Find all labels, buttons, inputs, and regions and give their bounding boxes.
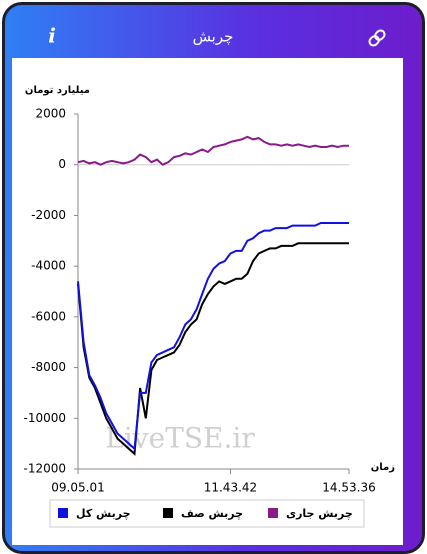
y-tick-label: 2000 — [35, 107, 66, 121]
x-tick-label: 14.53.36 — [322, 481, 375, 495]
content-panel — [12, 58, 403, 545]
header-title: چربش — [193, 28, 234, 46]
link-icon-part — [368, 35, 380, 47]
legend-label: چربش صف — [181, 507, 243, 520]
series-line — [77, 135, 349, 166]
legend-swatch — [58, 508, 68, 518]
legend-label: چربش جاری — [286, 507, 353, 520]
series-line — [77, 222, 349, 451]
y-tick-label: -8000 — [31, 360, 66, 374]
link-button[interactable] — [368, 29, 386, 47]
y-tick-label: -4000 — [31, 259, 66, 273]
x-axis-label: زمان — [371, 462, 395, 473]
legend-box — [49, 499, 365, 528]
y-tick-label: -6000 — [31, 309, 66, 323]
watermark: LiveTSE.ir — [105, 422, 255, 455]
legend-label: چربش کل — [76, 507, 131, 520]
y-tick-label: -2000 — [31, 208, 66, 222]
y-tick-label: 0 — [58, 157, 66, 171]
x-tick-label: 09.05.01 — [51, 481, 104, 495]
y-axis-label: میلیارد تومان — [25, 85, 90, 96]
x-tick-label: 11.43.42 — [204, 481, 257, 495]
y-tick-label: -10000 — [23, 411, 66, 425]
series-line — [77, 242, 349, 456]
legend-swatch — [163, 508, 173, 518]
info-button[interactable]: i — [48, 24, 56, 48]
y-tick-label: -12000 — [23, 462, 66, 476]
legend-swatch — [268, 508, 278, 518]
link-icon-part — [374, 29, 386, 41]
